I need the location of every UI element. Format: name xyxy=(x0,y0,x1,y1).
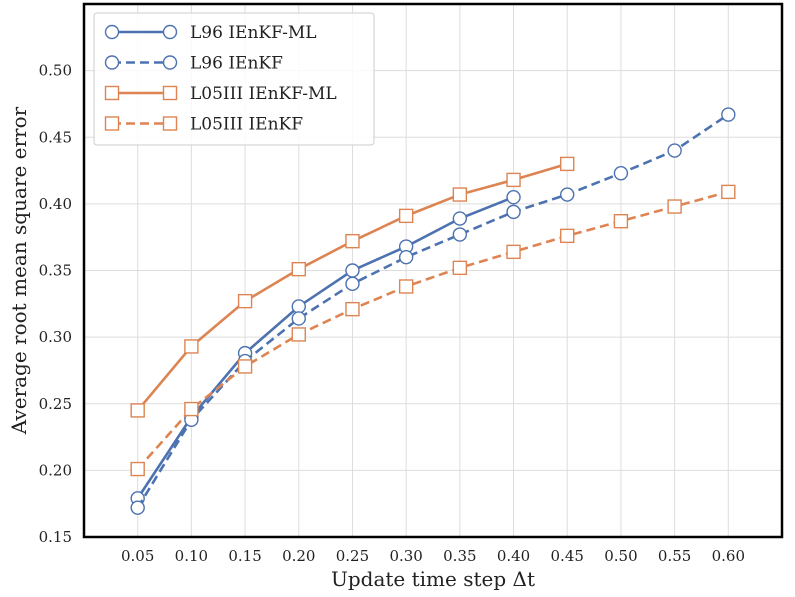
data-point xyxy=(560,187,575,202)
data-point xyxy=(345,263,360,278)
y-tick-label: 0.25 xyxy=(39,395,72,413)
data-point xyxy=(613,166,629,181)
data-point xyxy=(398,208,414,224)
y-tick-label: 0.50 xyxy=(39,62,72,80)
data-point xyxy=(721,107,736,122)
data-point xyxy=(721,184,736,200)
series xyxy=(130,184,736,477)
data-point xyxy=(184,339,199,354)
data-point xyxy=(560,228,575,244)
series-line xyxy=(136,113,730,509)
x-tick-label: 0.10 xyxy=(175,547,208,565)
y-tick-label: 0.35 xyxy=(39,262,72,280)
data-point xyxy=(291,311,306,326)
data-point xyxy=(237,359,253,374)
data-point xyxy=(452,187,468,202)
data-point xyxy=(104,24,120,40)
data-point xyxy=(398,279,414,294)
legend-item: L05III IEnKF-ML xyxy=(104,84,337,104)
series xyxy=(130,156,575,418)
x-tick-label: 0.50 xyxy=(604,547,637,565)
data-point xyxy=(560,156,575,172)
y-tick-label: 0.30 xyxy=(39,328,72,346)
x-tick-label: 0.25 xyxy=(336,547,369,565)
legend-label: L96 IEnKF xyxy=(190,54,283,74)
x-tick-label: 0.30 xyxy=(389,547,422,565)
data-point xyxy=(237,293,253,309)
legend-item: L96 IEnKF-ML xyxy=(104,23,317,43)
x-tick-label: 0.15 xyxy=(228,547,261,565)
x-tick-labels: 0.05 0.10 0.15 0.20 0.25 0.30 0.35 0.40 0.45 0.50… xyxy=(121,547,745,565)
legend-label: L05III IEnKF-ML xyxy=(190,84,337,104)
x-tick-label: 0.55 xyxy=(658,547,691,565)
legend-label: L96 IEnKF-ML xyxy=(190,23,317,43)
data-point xyxy=(162,55,178,70)
data-point xyxy=(452,227,468,242)
x-tick-label: 0.20 xyxy=(282,547,315,565)
data-point xyxy=(452,260,468,276)
y-tick-label: 0.40 xyxy=(39,195,72,213)
legend-box xyxy=(93,12,375,146)
data-point xyxy=(345,233,360,249)
series xyxy=(130,107,736,515)
legend-item: L05III IEnKF xyxy=(104,115,303,135)
data-point xyxy=(291,327,306,342)
y-tick-label: 0.15 xyxy=(39,528,72,546)
data-point xyxy=(506,204,521,220)
x-tick-label: 0.05 xyxy=(121,547,154,565)
data-point xyxy=(184,401,199,417)
data-point xyxy=(667,143,682,158)
legend: L96 IEnKF-ML L96 IEnKF L05III IEnKF-ML L05I… xyxy=(93,12,375,146)
data-point xyxy=(345,276,360,292)
data-point xyxy=(104,55,120,70)
plot-frame xyxy=(82,2,784,539)
data-point xyxy=(506,244,521,260)
series-line xyxy=(136,196,515,500)
y-tick-label: 0.20 xyxy=(39,461,72,479)
data-point xyxy=(452,211,468,226)
data-point xyxy=(613,213,629,229)
data-point xyxy=(104,116,120,131)
x-tick-label: 0.45 xyxy=(551,547,584,565)
legend-label: L05III IEnKF xyxy=(190,115,303,135)
legend-item: L96 IEnKF xyxy=(104,54,283,74)
y-tick-labels: 0.15 0.20 0.25 0.30 0.35 0.40 0.45 0.50 xyxy=(39,62,72,546)
data-point xyxy=(162,85,178,101)
data-point xyxy=(104,85,120,101)
data-point xyxy=(506,172,521,188)
x-tick-label: 0.60 xyxy=(712,547,745,565)
y-axis-label: Average root mean square error xyxy=(7,106,31,435)
series-line xyxy=(136,190,729,470)
data-point xyxy=(291,261,306,277)
data-point xyxy=(345,301,360,317)
data-point xyxy=(130,403,145,418)
x-tick-label: 0.40 xyxy=(497,547,530,565)
data-point xyxy=(291,299,306,314)
data-point xyxy=(506,190,521,205)
data-point xyxy=(398,249,414,265)
y-tick-label: 0.45 xyxy=(39,128,72,146)
data-point xyxy=(162,24,178,40)
x-tick-label: 0.35 xyxy=(443,547,476,565)
data-point xyxy=(667,199,682,214)
x-axis-label: Update time step Δt xyxy=(331,567,535,591)
data-point xyxy=(130,461,145,477)
series-layer xyxy=(130,107,736,515)
data-point xyxy=(162,116,178,131)
data-point xyxy=(130,500,145,515)
